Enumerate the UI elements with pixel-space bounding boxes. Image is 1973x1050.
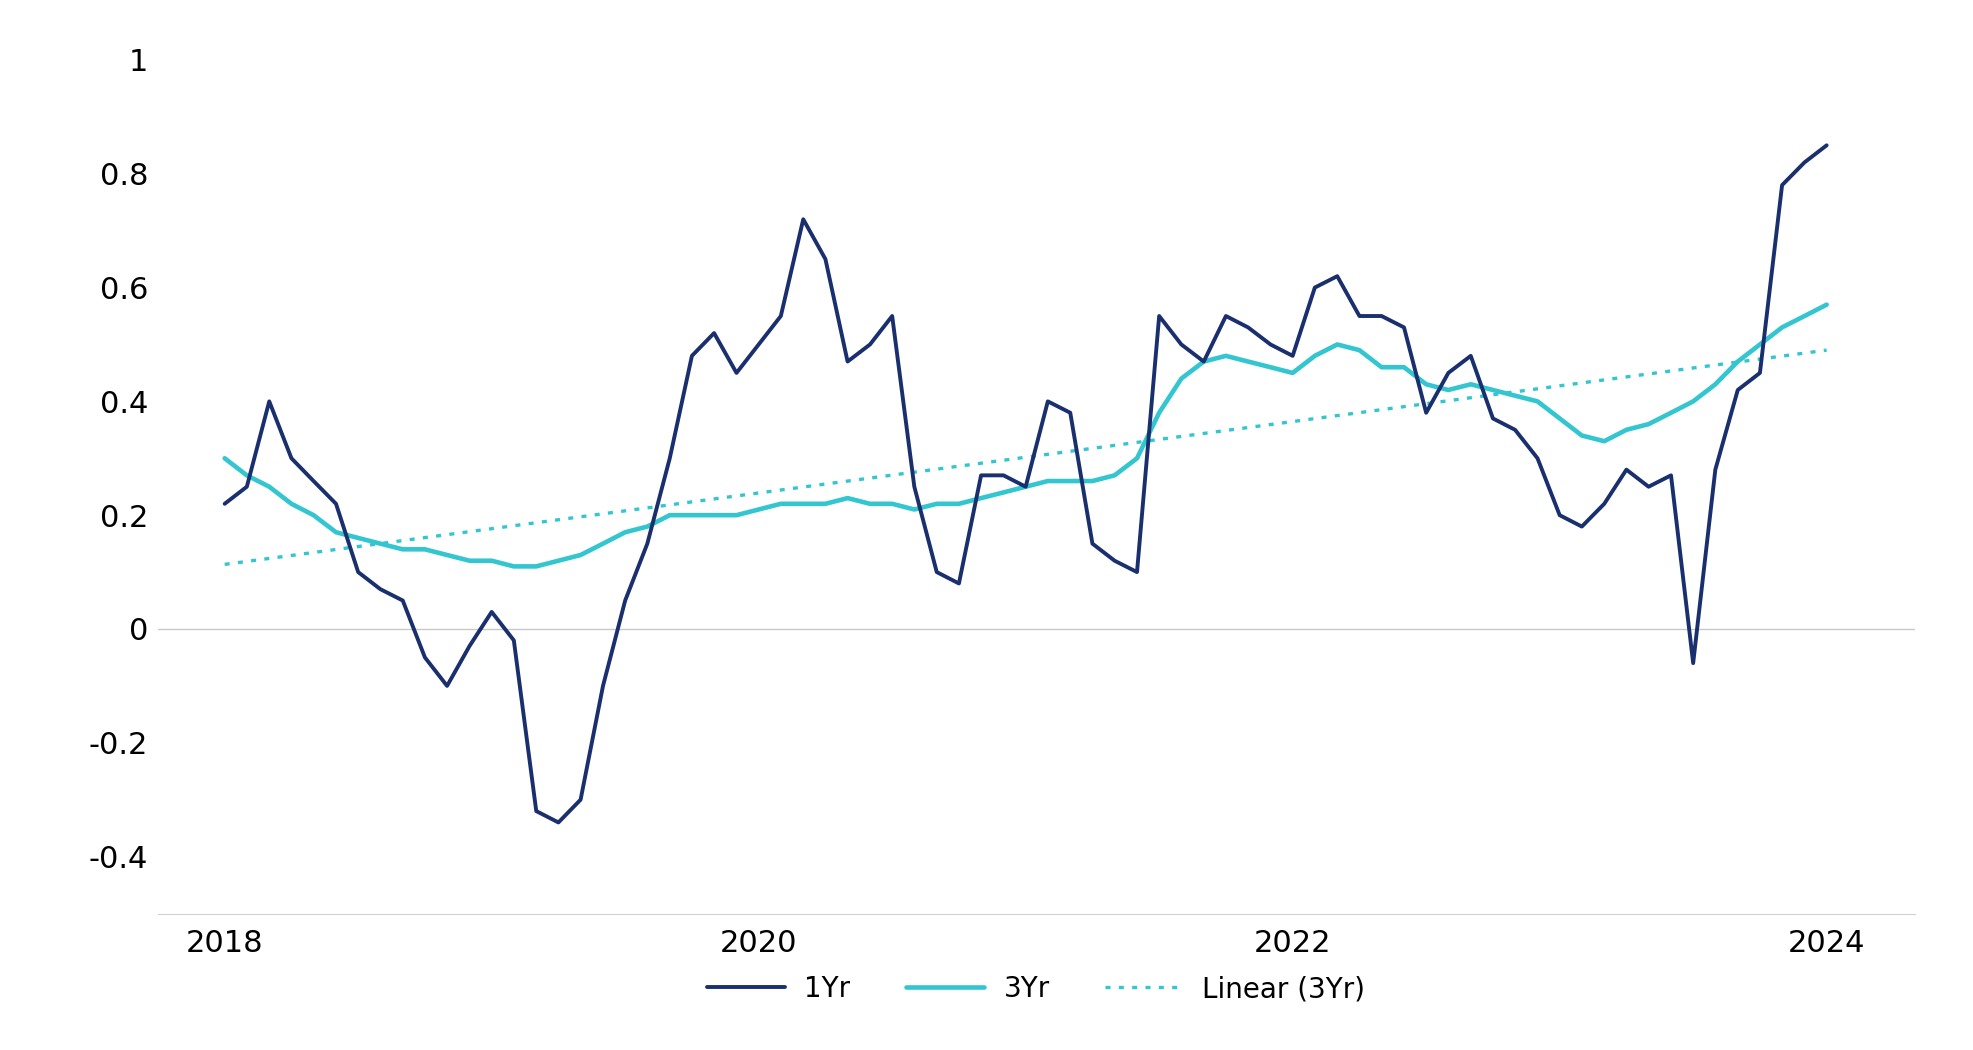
1Yr	[213, 498, 237, 510]
Linear (3Yr)	[213, 559, 237, 571]
3Yr	[501, 560, 525, 572]
3Yr	[1036, 475, 1060, 487]
3Yr	[590, 538, 614, 550]
3Yr	[1813, 298, 1837, 311]
3Yr	[769, 498, 793, 510]
1Yr	[1614, 463, 1638, 476]
3Yr	[213, 452, 237, 464]
3Yr	[1614, 423, 1638, 436]
Linear (3Yr)	[1563, 378, 1586, 391]
3Yr	[1681, 395, 1705, 407]
Linear (3Yr)	[1663, 364, 1687, 377]
1Yr	[547, 816, 570, 828]
1Yr	[1569, 520, 1592, 532]
Line: 3Yr: 3Yr	[225, 304, 1825, 566]
Linear (3Yr)	[1813, 343, 1837, 356]
1Yr	[769, 310, 793, 322]
Line: Linear (3Yr): Linear (3Yr)	[225, 350, 1825, 565]
Line: 1Yr: 1Yr	[225, 145, 1825, 822]
3Yr	[1569, 429, 1592, 442]
1Yr	[1681, 657, 1705, 670]
1Yr	[1813, 139, 1837, 151]
1Yr	[1036, 395, 1060, 407]
Linear (3Yr)	[219, 558, 243, 570]
Linear (3Yr)	[1166, 430, 1190, 443]
1Yr	[590, 679, 614, 692]
Legend: 1Yr, 3Yr, Linear (3Yr): 1Yr, 3Yr, Linear (3Yr)	[696, 964, 1375, 1014]
Linear (3Yr)	[1194, 427, 1217, 440]
Linear (3Yr)	[1160, 432, 1184, 444]
